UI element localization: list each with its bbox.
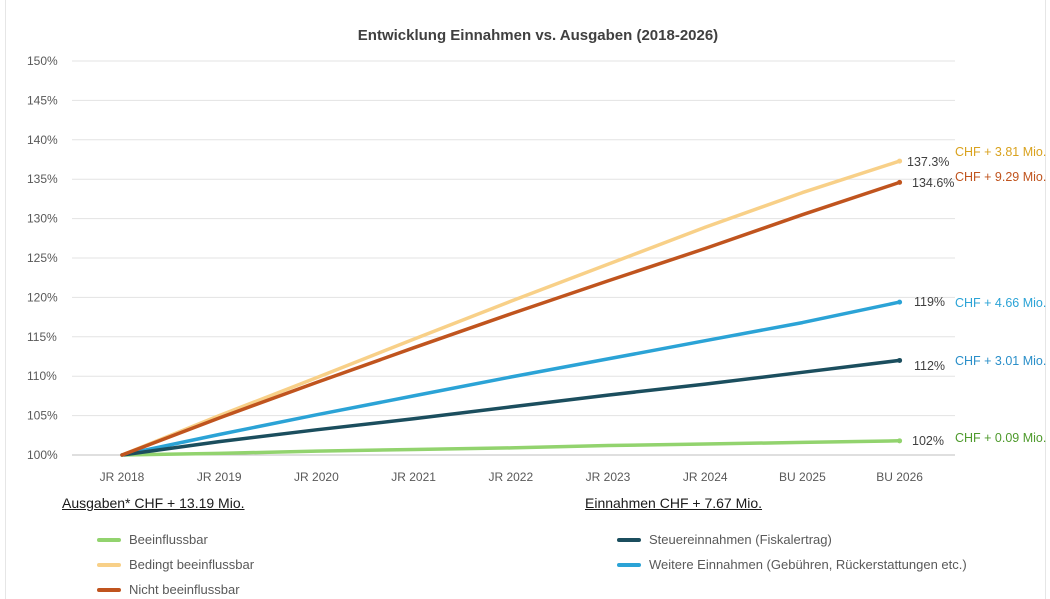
end-point (897, 299, 903, 305)
legend-item-nicht-beeinflussbar: Nicht beeinflussbar (97, 582, 240, 597)
y-tick-label: 100% (27, 448, 58, 462)
end-point (897, 158, 903, 164)
gridlines (72, 60, 955, 456)
x-tick-label: JR 2019 (197, 470, 242, 484)
end-labels: 102% CHF + 0.09 Mio. 137.3% CHF + 3.81 Mio.… (897, 145, 1046, 448)
end-value-label: 134.6% (912, 176, 954, 190)
y-tick-label: 150% (27, 54, 58, 68)
chf-change-label: CHF + 3.81 Mio. (955, 145, 1046, 159)
legend-swatch-bedingt-beeinflussbar (97, 562, 121, 567)
end-value-label: 119% (914, 295, 945, 309)
legend-item-weitere-einnahmen: Weitere Einnahmen (Gebühren, Rückerstatt… (617, 557, 967, 572)
y-tick-label: 110% (27, 369, 57, 383)
legend-label: Weitere Einnahmen (Gebühren, Rückerstatt… (649, 557, 967, 572)
end-point (897, 357, 903, 363)
x-tick-label: JR 2024 (683, 470, 728, 484)
chf-change-label: CHF + 4.66 Mio. (955, 296, 1046, 310)
legend-swatch-weitere-einnahmen (617, 562, 641, 567)
frame-right-border (1045, 0, 1046, 599)
legend-item-bedingt-beeinflussbar: Bedingt beeinflussbar (97, 557, 254, 572)
y-tick-label: 115% (27, 330, 57, 344)
end-value-label: 102% (912, 434, 944, 448)
legend-item-beeinflussbar: Beeinflussbar (97, 532, 208, 547)
end-value-label: 112% (914, 359, 945, 373)
y-tick-label: 105% (27, 409, 58, 423)
legend-label: Steuereinnahmen (Fiskalertrag) (649, 532, 832, 547)
line-chart: Entwicklung Einnahmen vs. Ausgaben (2018… (27, 27, 1046, 484)
frame-left-border (5, 0, 6, 599)
x-tick-label: JR 2018 (100, 470, 145, 484)
series-line (120, 180, 902, 457)
chart-title: Entwicklung Einnahmen vs. Ausgaben (2018… (358, 27, 718, 44)
chf-change-label: CHF + 0.09 Mio. (955, 431, 1046, 445)
chf-change-label: CHF + 3.01 Mio. (955, 354, 1046, 368)
x-tick-label: BU 2026 (876, 470, 923, 484)
y-tick-label: 125% (27, 251, 58, 265)
legend-label: Beeinflussbar (129, 532, 208, 547)
chf-change-label: CHF + 9.29 Mio. (955, 170, 1046, 184)
legend-label: Bedingt beeinflussbar (129, 557, 255, 572)
end-point (897, 438, 903, 444)
x-tick-label: JR 2022 (488, 470, 533, 484)
legend-swatch-beeinflussbar (97, 537, 121, 542)
legend-heading-ausgaben: Ausgaben* CHF + 13.19 Mio. (62, 495, 245, 511)
legend-swatch-steuereinnahmen (617, 537, 641, 542)
legend-swatch-nicht-beeinflussbar (97, 587, 121, 592)
y-tick-label: 145% (27, 93, 58, 107)
series-line (120, 159, 902, 457)
end-value-label: 137.3% (907, 155, 949, 169)
series-line (120, 300, 902, 457)
legend-heading-einnahmen: Einnahmen CHF + 7.67 Mio. (585, 495, 763, 511)
y-tick-label: 135% (27, 172, 58, 186)
y-axis-ticks: 100% 105% 110% 115% 120% 125% 130% 135% 140% 145%… (27, 54, 58, 462)
legend-label: Nicht beeinflussbar (129, 582, 240, 597)
x-tick-label: JR 2020 (294, 470, 339, 484)
x-tick-label: JR 2023 (586, 470, 631, 484)
x-axis-ticks: JR 2018 JR 2019 JR 2020 JR 2021 JR 2022 JR 20… (100, 470, 924, 484)
series-line (120, 439, 902, 457)
series-line (120, 358, 902, 457)
series-lines (120, 159, 902, 457)
x-tick-label: BU 2025 (779, 470, 826, 484)
y-tick-label: 140% (27, 133, 58, 147)
end-point (897, 179, 903, 185)
legend-item-steuereinnahmen: Steuereinnahmen (Fiskalertrag) (617, 532, 832, 547)
y-tick-label: 120% (27, 290, 58, 304)
y-tick-label: 130% (27, 212, 58, 226)
x-tick-label: JR 2021 (391, 470, 436, 484)
